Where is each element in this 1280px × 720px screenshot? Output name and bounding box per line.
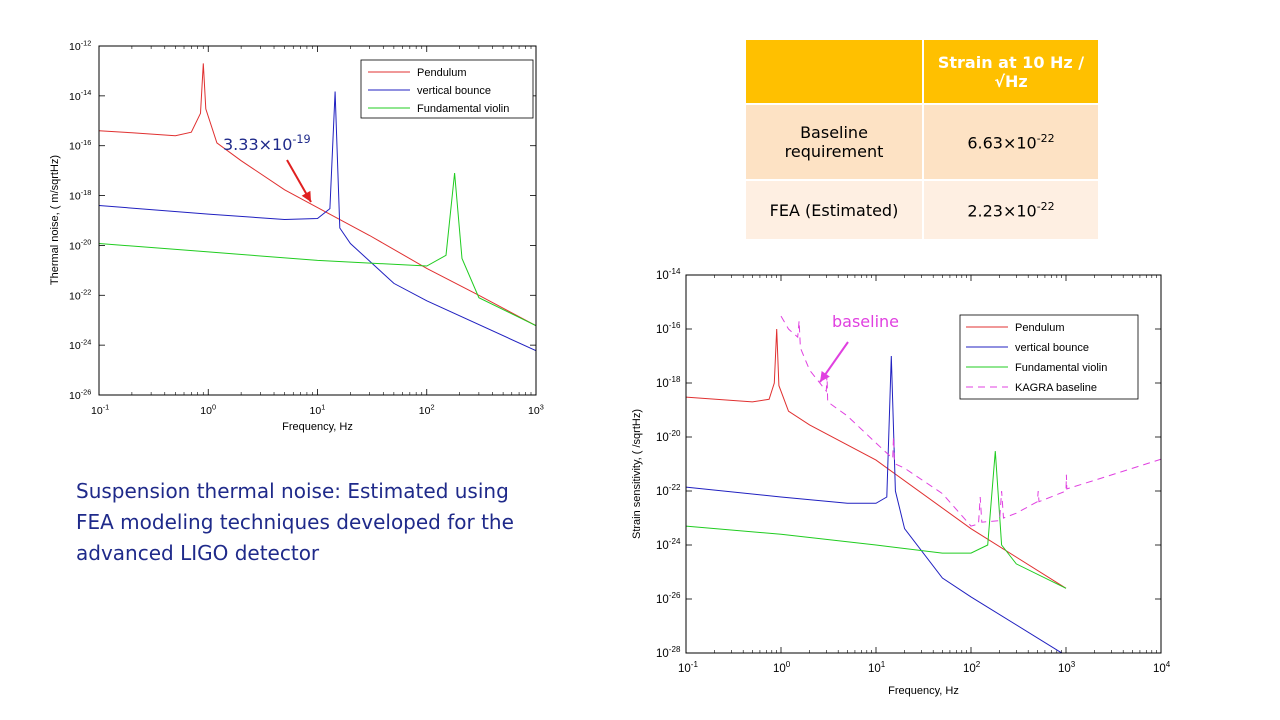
y-tick-label: 10-22 [69,288,91,303]
y-tick-label: 10-18 [656,375,681,390]
legend-box [959,314,1139,400]
series-line-kagra-baseline [780,315,1161,527]
thermal-noise-chart: 10-1 100 101 102 103 10-26 10-24 10-22 10-20 10-1… [49,38,544,433]
x-tick-label: 104 [1153,660,1171,675]
series-line-fundamental-violin [686,451,1067,589]
table-cell-value: 6.63×10-22 [922,103,1100,181]
x-tick-label: 10-1 [91,402,109,417]
table-cell-value: 2.23×10-22 [922,179,1100,241]
plot-frame [685,274,1162,654]
x-tick-label: 10-1 [678,660,698,675]
y-tick-label: 10-24 [656,537,681,552]
y-tick-label: 10-20 [656,429,681,444]
y-tick-label: 10-16 [656,321,681,336]
legend-entry: KAGRA baseline [1015,382,1097,394]
y-tick-label: 10-28 [656,645,681,660]
x-tick-label: 100 [773,660,791,675]
table-row-fea: FEA (Estimated) 2.23×10-22 [744,179,1100,241]
y-tick-label: 10-22 [656,483,681,498]
table-header-empty [744,38,924,105]
table-row-baseline: Baseline requirement 6.63×10-22 [744,103,1100,181]
x-tick-label: 101 [310,402,326,417]
table-cell-label: Baseline requirement [744,103,924,181]
y-tick-label: 10-26 [656,591,681,606]
annotation-label: baseline [832,312,899,331]
x-tick-label: 100 [200,402,216,417]
annotation-arrow-head [820,370,830,382]
x-axis-title: Frequency, Hz [888,685,959,697]
series-line-vertical-bounce [686,355,1063,653]
legend-entry: Pendulum [417,67,467,79]
table-cell-label: FEA (Estimated) [744,179,924,241]
x-tick-label: 102 [963,660,981,675]
annotation-label: 3.33×10-19 [223,133,311,154]
strain-table-header: Strain at 10 Hz /√Hz [744,38,1100,105]
y-tick-label: 10-18 [69,188,91,203]
y-tick-label: 10-24 [69,337,91,352]
y-tick-label: 10-20 [69,238,91,253]
figure-caption: Suspension thermal noise: Estimated usin… [76,479,514,565]
x-tick-label: 101 [868,660,886,675]
strain-sensitivity-chart: 10-1 100 101 102 103 104 10-28 10-26 10-24 10-22 1… [631,267,1171,697]
y-tick-label: 10-26 [69,387,91,402]
legend-entry: Fundamental violin [1015,362,1107,374]
x-tick-label: 102 [419,402,435,417]
y-tick-label: 10-14 [656,267,681,282]
legend-entry: vertical bounce [417,85,491,97]
series-line-fundamental-violin [99,173,536,327]
x-tick-label: 103 [528,402,544,417]
legend-entry: Fundamental violin [417,103,509,115]
series-line-pendulum [99,63,536,327]
legend-entry: vertical bounce [1015,342,1089,354]
strain-table: Strain at 10 Hz /√Hz Baseline requiremen… [744,38,1100,241]
series-line-pendulum [686,328,1067,589]
y-axis-title: Thermal noise, ( m/sqrtHz) [49,155,61,285]
series-line-vertical-bounce [99,91,536,352]
x-tick-label: 103 [1058,660,1076,675]
y-axis-title: Strain sensitivity, ( /sqrtHz) [631,409,643,539]
table-header-strain: Strain at 10 Hz /√Hz [922,38,1100,105]
x-axis-title: Frequency, Hz [282,421,353,433]
annotation-arrow-head [301,190,311,202]
y-tick-label: 10-12 [69,38,91,53]
y-tick-label: 10-16 [69,138,91,153]
plot-frame [98,45,537,396]
y-tick-label: 10-14 [69,88,91,103]
legend-entry: Pendulum [1015,322,1065,334]
